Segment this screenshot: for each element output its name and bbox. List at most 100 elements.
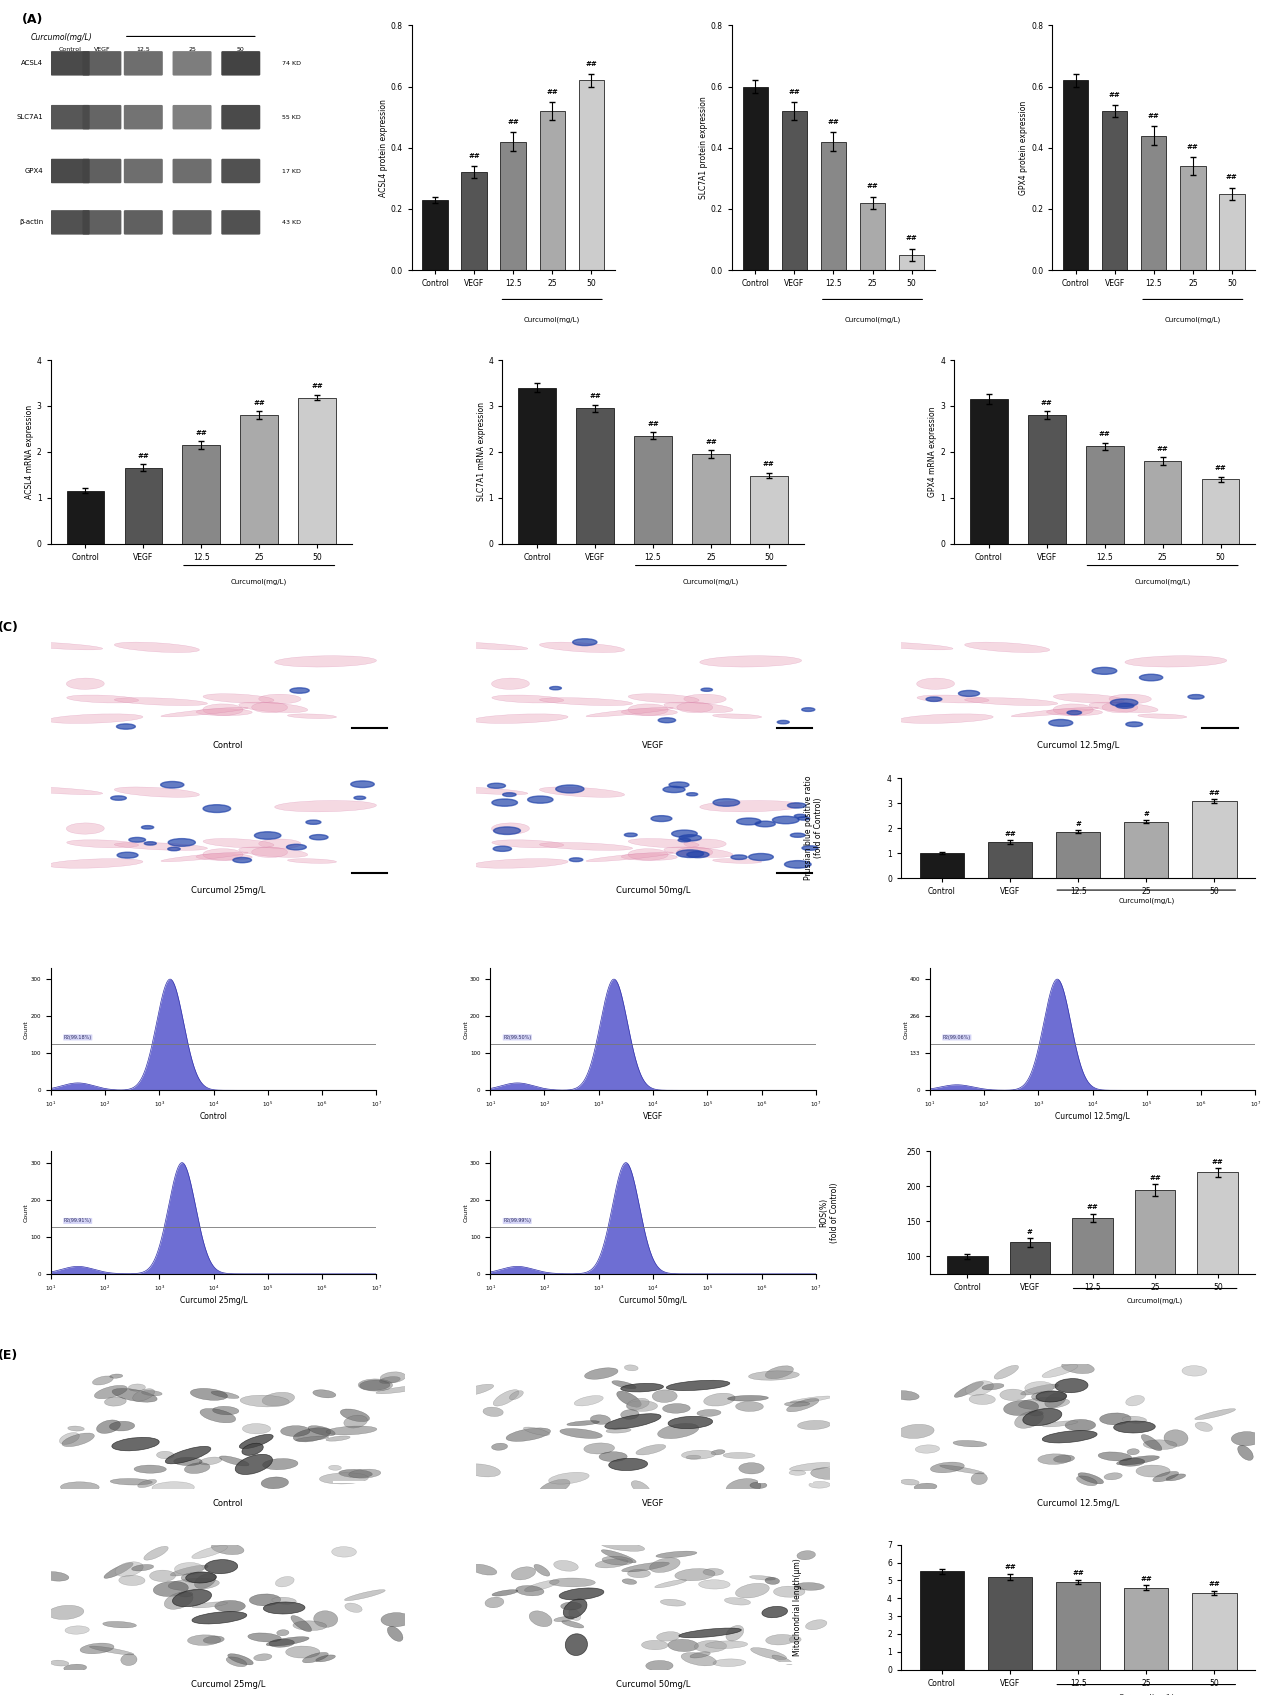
Text: (C): (C) xyxy=(0,622,19,634)
Ellipse shape xyxy=(1065,1419,1096,1431)
Ellipse shape xyxy=(161,853,249,861)
Ellipse shape xyxy=(595,1559,628,1568)
Bar xyxy=(422,200,448,270)
Ellipse shape xyxy=(539,1480,571,1495)
Ellipse shape xyxy=(981,1383,1004,1390)
Ellipse shape xyxy=(492,695,564,703)
Ellipse shape xyxy=(898,714,993,724)
Text: ##: ## xyxy=(195,431,207,436)
Ellipse shape xyxy=(204,1559,237,1573)
Ellipse shape xyxy=(510,1390,524,1400)
Circle shape xyxy=(354,797,365,800)
Circle shape xyxy=(787,803,806,809)
Ellipse shape xyxy=(492,839,564,848)
Ellipse shape xyxy=(103,1622,137,1627)
Ellipse shape xyxy=(525,1580,559,1592)
Ellipse shape xyxy=(293,1427,331,1442)
Circle shape xyxy=(737,819,761,825)
Circle shape xyxy=(701,688,713,692)
Ellipse shape xyxy=(690,1653,710,1658)
Ellipse shape xyxy=(900,1480,919,1485)
Ellipse shape xyxy=(185,1571,217,1583)
Ellipse shape xyxy=(308,1425,335,1436)
Text: Curcumol(mg/L): Curcumol(mg/L) xyxy=(682,578,739,585)
Ellipse shape xyxy=(1028,1410,1044,1415)
Ellipse shape xyxy=(1144,1439,1177,1449)
FancyBboxPatch shape xyxy=(222,105,260,129)
Ellipse shape xyxy=(1137,714,1187,719)
Bar xyxy=(1141,136,1167,270)
Text: SLC7A1: SLC7A1 xyxy=(16,114,43,120)
Text: ##: ## xyxy=(1187,144,1198,149)
Ellipse shape xyxy=(326,1436,350,1441)
Ellipse shape xyxy=(1167,1475,1186,1481)
Ellipse shape xyxy=(262,1459,298,1470)
Y-axis label: Count: Count xyxy=(464,1020,469,1039)
Circle shape xyxy=(203,805,231,812)
Bar xyxy=(1192,800,1236,878)
Ellipse shape xyxy=(200,1409,236,1422)
Ellipse shape xyxy=(702,1568,724,1576)
Ellipse shape xyxy=(681,1451,715,1459)
Bar xyxy=(1125,1588,1168,1670)
Ellipse shape xyxy=(264,1602,306,1614)
Ellipse shape xyxy=(955,1381,984,1397)
Ellipse shape xyxy=(914,1483,937,1490)
FancyBboxPatch shape xyxy=(124,51,162,76)
Text: ##: ## xyxy=(254,400,265,405)
Text: Curcumol(mg/L): Curcumol(mg/L) xyxy=(1127,1297,1183,1303)
Ellipse shape xyxy=(727,1478,761,1497)
Ellipse shape xyxy=(483,1407,503,1417)
Y-axis label: ACSL4 mRNA expression: ACSL4 mRNA expression xyxy=(25,405,34,498)
Ellipse shape xyxy=(1098,1453,1131,1461)
FancyBboxPatch shape xyxy=(124,159,162,183)
Ellipse shape xyxy=(1023,1409,1061,1425)
Ellipse shape xyxy=(134,1464,166,1473)
Circle shape xyxy=(670,781,689,788)
Ellipse shape xyxy=(965,1381,994,1395)
Bar xyxy=(576,408,614,544)
Ellipse shape xyxy=(602,1556,633,1564)
Ellipse shape xyxy=(377,1385,425,1393)
Text: ##: ## xyxy=(1004,1564,1016,1571)
Ellipse shape xyxy=(472,714,568,724)
Ellipse shape xyxy=(165,1592,193,1609)
Text: P2(99.99%): P2(99.99%) xyxy=(503,1219,531,1224)
Ellipse shape xyxy=(795,1583,824,1590)
Ellipse shape xyxy=(67,839,138,848)
Ellipse shape xyxy=(110,1478,152,1485)
Text: #: # xyxy=(1027,1229,1033,1234)
Ellipse shape xyxy=(293,1620,327,1631)
FancyBboxPatch shape xyxy=(82,105,122,129)
Ellipse shape xyxy=(96,1420,120,1434)
Ellipse shape xyxy=(683,695,727,703)
Circle shape xyxy=(658,717,676,722)
Ellipse shape xyxy=(686,1454,701,1459)
Text: (E): (E) xyxy=(0,1349,18,1361)
FancyBboxPatch shape xyxy=(124,210,162,234)
Bar xyxy=(988,842,1032,878)
Circle shape xyxy=(290,688,309,693)
Bar xyxy=(634,436,672,544)
Circle shape xyxy=(959,690,980,697)
Text: ##: ## xyxy=(1208,790,1220,795)
Ellipse shape xyxy=(994,1364,1018,1380)
Ellipse shape xyxy=(242,1442,264,1456)
Ellipse shape xyxy=(259,695,301,703)
Ellipse shape xyxy=(762,1607,787,1617)
Ellipse shape xyxy=(1182,1366,1207,1376)
Ellipse shape xyxy=(360,1380,391,1390)
Text: ##: ## xyxy=(1110,92,1121,98)
Ellipse shape xyxy=(628,703,668,715)
Ellipse shape xyxy=(549,1473,590,1485)
Ellipse shape xyxy=(700,656,801,668)
Text: P2(99.50%): P2(99.50%) xyxy=(503,1036,531,1041)
Ellipse shape xyxy=(739,1463,765,1475)
Text: P2(99.18%): P2(99.18%) xyxy=(63,1036,91,1041)
Ellipse shape xyxy=(114,642,199,653)
Ellipse shape xyxy=(772,1654,792,1664)
Ellipse shape xyxy=(559,1588,604,1600)
Ellipse shape xyxy=(275,1576,294,1587)
Text: 25: 25 xyxy=(188,47,197,53)
Ellipse shape xyxy=(484,1597,503,1609)
